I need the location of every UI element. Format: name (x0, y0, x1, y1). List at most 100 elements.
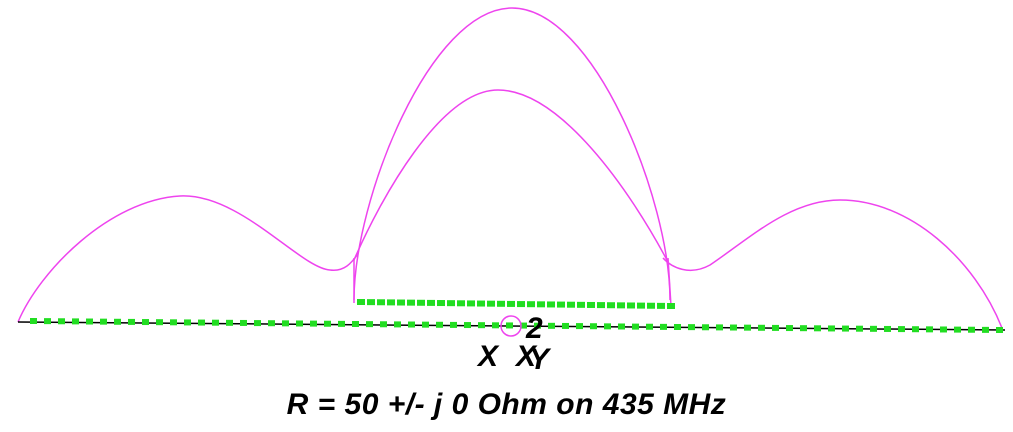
ground-wire-segment (100, 318, 107, 325)
ground-wire-segment (730, 324, 737, 331)
upper-wire-segment (357, 299, 365, 305)
upper-wire-segment (507, 300, 515, 307)
upper-wire-segment (627, 302, 635, 309)
feed-point-circle (500, 315, 522, 337)
ground-wire-segment (268, 320, 275, 327)
ground-wire-segment (688, 324, 695, 331)
upper-wire-segment (497, 300, 505, 307)
ground-wire-segment (226, 319, 233, 326)
axis-label-x: X (476, 340, 500, 373)
ground-wire-segment (380, 321, 387, 328)
wire-segments (30, 299, 1003, 333)
upper-wire-segment (377, 299, 385, 306)
ground-wire-segment (478, 322, 485, 329)
ground-wire-segment (296, 320, 303, 327)
ground-wire-segment (128, 318, 135, 325)
upper-wire-segment (617, 302, 625, 309)
ground-wire-segment (926, 326, 933, 333)
upper-wire-segment (467, 300, 475, 307)
impedance-caption: R = 50 +/- j 0 Ohm on 435 MHz (286, 388, 727, 421)
ground-wire-segment (310, 320, 317, 327)
ground-wire-segment (842, 325, 849, 332)
ground-wire-segment (968, 326, 975, 333)
ground-wire-segment (814, 325, 821, 332)
ground-wire-segment (744, 324, 751, 331)
ground-wire-segment (506, 322, 513, 329)
upper-wire-segment (547, 301, 555, 308)
upper-wire-segment (487, 300, 495, 307)
ground-wire-segment (464, 322, 471, 329)
ground-wire-segment (394, 321, 401, 328)
ground-wire-segment (912, 326, 919, 333)
upper-wire-segment (477, 300, 485, 307)
ground-wire-segment (422, 321, 429, 328)
upper-wire-segment (427, 299, 435, 306)
axis-label-y: Y (529, 343, 552, 376)
ground-wire-segment (828, 325, 835, 332)
ground-wire-segment (870, 325, 877, 332)
upper-wire-segment (457, 300, 465, 307)
pattern-right-lobe (662, 199, 1003, 329)
ground-wire-segment (898, 326, 905, 333)
ground-wire-segment (86, 318, 93, 325)
ground-wire-segment (702, 324, 709, 331)
ground-wire-segment (786, 325, 793, 332)
ground-wire-segment (548, 322, 555, 329)
upper-wire-segment (657, 302, 665, 309)
upper-wire-segment (517, 301, 525, 308)
ground-wire-segment (44, 318, 51, 325)
ground-wire-segment (576, 323, 583, 330)
upper-wire-segment (407, 299, 415, 306)
axis-label-x-2: X (514, 340, 538, 373)
ground-wire-segment (184, 319, 191, 326)
pattern-outer-lobe (353, 7, 671, 301)
ground-wire-segment (254, 320, 261, 327)
ground-wire-segment (324, 320, 331, 327)
ground-wire-segment (212, 319, 219, 326)
ground-wire-segment (366, 321, 373, 328)
upper-wire-segment (567, 301, 575, 308)
ground-wire-segment (156, 319, 163, 326)
upper-wire-segment (367, 299, 375, 306)
ground-wire-segment (562, 322, 569, 329)
upper-wire-segment (417, 299, 425, 306)
ground-wire-segment (758, 324, 765, 331)
upper-wire-segment (397, 299, 405, 306)
ground-wire-segment (198, 319, 205, 326)
ground-wire-segment (954, 326, 961, 333)
ground-wire-segment (716, 324, 723, 331)
pattern-inner-lobe (353, 89, 669, 263)
ground-wire-segment (884, 325, 891, 332)
ground-wire-segment (590, 323, 597, 330)
upper-wire-segment (647, 302, 655, 309)
ground-wire-segment (352, 321, 359, 327)
ground-wire-segment (240, 319, 247, 326)
ground-wire-segment (534, 322, 541, 329)
source-marker-label: 2 (525, 312, 543, 345)
ground-wire-segment (646, 323, 653, 330)
ground-wire-segment (520, 322, 527, 329)
ground-wire-segment (338, 320, 345, 327)
upper-wire-segment (587, 301, 595, 308)
upper-wire-segment (537, 301, 545, 308)
ground-wire-segment (170, 319, 177, 326)
upper-wire-segment (577, 301, 585, 308)
ground-wire-segment (142, 319, 149, 326)
radiation-pattern (17, 7, 1003, 329)
ground-wire-segment (492, 322, 499, 329)
upper-wire-segment (447, 300, 455, 307)
ground-wire-segment (632, 323, 639, 330)
ground-wire-segment (408, 321, 415, 328)
ground-wire-segment (982, 326, 989, 333)
ground-wire-segment (604, 323, 611, 330)
ground-wire-segment (618, 323, 625, 330)
ground-wire-segment (996, 327, 1003, 333)
ground-wire-segment (940, 326, 947, 333)
ground-wire-segment (450, 321, 457, 328)
pattern-left-lobe (17, 195, 359, 323)
upper-wire-segment (387, 299, 395, 306)
upper-wire-segment (597, 302, 605, 309)
ground-wire-segment (856, 325, 863, 332)
ground-wire-segment (660, 323, 667, 330)
ground-wire-segment (772, 324, 779, 331)
